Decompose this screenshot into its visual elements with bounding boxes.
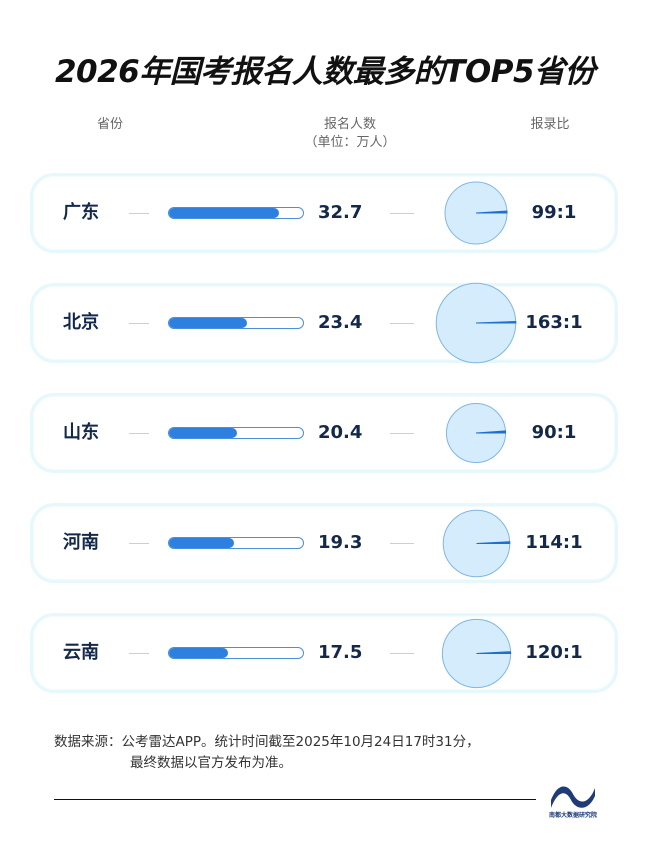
count-bar-track — [168, 317, 304, 329]
count-bar — [169, 208, 279, 218]
count-value: 32.7 — [318, 202, 363, 223]
count-bar — [169, 648, 228, 658]
ratio-pie-slice — [475, 650, 511, 654]
ratio-value: 120:1 — [525, 642, 583, 663]
count-bar-track — [168, 427, 304, 439]
logo-text: 南都大数据研究院 — [548, 812, 597, 819]
table-row: 广东 32.7 99:1 — [30, 173, 618, 253]
header-ratio: 报录比 — [530, 117, 570, 132]
province-label: 北京 — [63, 312, 99, 333]
province-label: 广东 — [63, 202, 99, 223]
ratio-value: 90:1 — [531, 422, 577, 443]
connector-dash — [390, 543, 414, 544]
connector-dash — [390, 653, 414, 654]
count-bar-track — [168, 647, 304, 659]
footer-rule — [54, 799, 536, 800]
province-label: 河南 — [63, 532, 99, 553]
count-bar — [169, 428, 237, 438]
table-row: 北京 23.4 163:1 — [30, 282, 618, 364]
count-bar-track — [168, 537, 304, 549]
header-count-label: 报名人数 — [323, 117, 376, 132]
connector-dash — [129, 543, 149, 544]
ratio-pie — [435, 282, 517, 364]
ratio-pie — [441, 618, 511, 688]
connector-dash — [390, 323, 414, 324]
connector-dash — [129, 433, 149, 434]
count-value: 17.5 — [318, 642, 363, 663]
ratio-pie-slice — [475, 320, 517, 324]
source-note: 数据来源：公考雷达APP。统计时间截至2025年10月24日17时31分， 最终… — [54, 732, 614, 774]
connector-dash — [129, 213, 149, 214]
table-row: 山东 20.4 90:1 — [30, 393, 618, 473]
ratio-pie-slice — [475, 430, 507, 434]
count-bar — [169, 538, 234, 548]
ratio-value: 163:1 — [525, 312, 583, 333]
ratio-pie — [445, 402, 507, 464]
count-bar — [169, 318, 247, 328]
connector-dash — [390, 213, 414, 214]
source-line-1: 数据来源：公考雷达APP。统计时间截至2025年10月24日17时31分， — [54, 734, 480, 750]
connector-dash — [129, 323, 149, 324]
province-label: 云南 — [63, 642, 99, 663]
header-count: 报名人数 （单位：万人） — [260, 116, 440, 152]
connector-dash — [129, 653, 149, 654]
table-row: 云南 17.5 120:1 — [30, 613, 618, 693]
table-row: 河南 19.3 114:1 — [30, 503, 618, 583]
ratio-value: 99:1 — [531, 202, 577, 223]
source-line-2: 最终数据以官方发布为准。 — [130, 755, 292, 771]
count-value: 20.4 — [318, 422, 363, 443]
ratio-pie — [444, 181, 508, 245]
province-label: 山东 — [63, 422, 99, 443]
ratio-pie-slice — [475, 540, 510, 544]
wave-logo-icon — [551, 786, 595, 808]
page-title: 2026年国考报名人数最多的TOP5省份 — [54, 54, 596, 90]
count-bar-track — [168, 207, 304, 219]
ratio-pie-slice — [475, 210, 508, 214]
header-province: 省份 — [96, 117, 123, 132]
count-value: 19.3 — [318, 532, 363, 553]
ratio-pie — [442, 509, 510, 577]
header-count-unit: （单位：万人） — [304, 135, 396, 150]
ratio-value: 114:1 — [525, 532, 583, 553]
count-value: 23.4 — [318, 312, 363, 333]
connector-dash — [390, 433, 414, 434]
